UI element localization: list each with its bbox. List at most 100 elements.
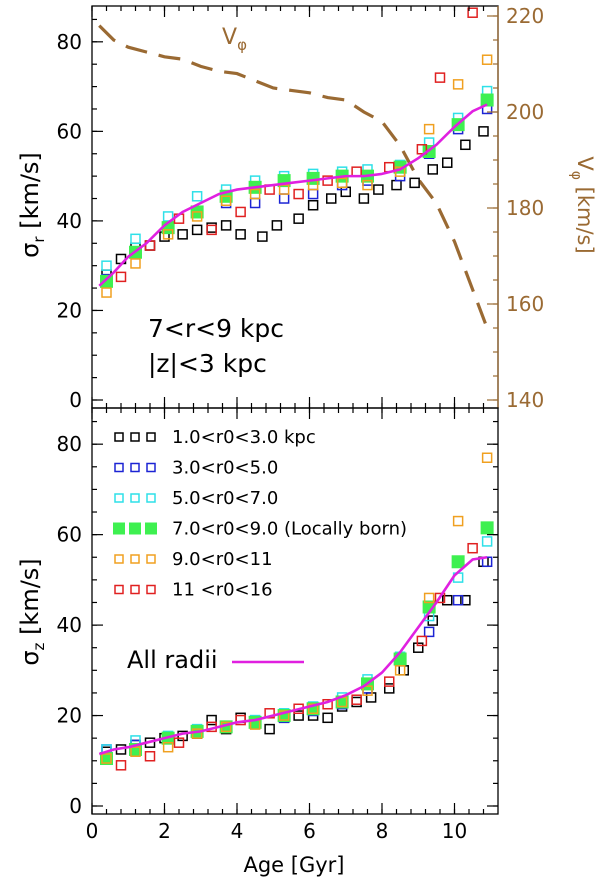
top-marker-1: [206, 222, 217, 233]
top-marker-1: [307, 199, 319, 211]
top-marker-5: [249, 188, 261, 200]
legend-marker-4: [129, 522, 141, 535]
bottom-panel: 0 2 4 6 8 10 0 20 40 60 80 1.0<r0<3.0 kpc 3.0<r0<5.…: [16, 407, 499, 877]
bottom-marker-5: [362, 685, 373, 696]
bottom-marker-1: [264, 723, 275, 735]
top-marker-1: [391, 179, 402, 191]
top-marker-4: [480, 93, 494, 107]
legend-marker-4: [145, 522, 157, 535]
legend-marker-4: [113, 522, 125, 535]
top-all-radii-curve: [98, 103, 488, 287]
top-marker-5: [481, 54, 493, 65]
bottom-y-tick-label: 60: [57, 523, 82, 547]
legend-label-3: 5.0<r0<7.0: [172, 488, 278, 509]
legend-marker-1: [130, 432, 140, 442]
x-tick-label: 6: [303, 819, 316, 843]
legend: 1.0<r0<3.0 kpc 3.0<r0<5.0 5.0<r0<7.0 7.0<r0…: [113, 427, 407, 601]
top-y-tick-label: 0: [69, 388, 82, 412]
top-marker-1: [460, 139, 471, 151]
top-y-tick-label: 60: [57, 119, 82, 143]
bottom-marker-5: [452, 515, 464, 527]
top-marker-1: [177, 229, 188, 240]
legend-marker-3: [146, 493, 156, 503]
top-marker-6: [434, 72, 446, 83]
bottom-y-tick-label: 80: [57, 432, 82, 456]
top-marker-5: [336, 177, 348, 189]
top-marker-2: [278, 193, 290, 204]
bottom-marker-6: [173, 737, 185, 748]
top-marker-5: [101, 287, 112, 298]
x-tick-label: 10: [442, 819, 467, 843]
top-marker-5: [362, 179, 373, 191]
bottom-marker-1: [398, 665, 409, 676]
bottom-y-axis-title: σz [km/s]: [16, 558, 48, 665]
top-marker-3: [162, 211, 174, 222]
bottom-marker-6: [434, 592, 446, 604]
top-marker-1: [220, 220, 232, 231]
all-radii-label: All radii: [127, 646, 218, 674]
top-marker-1: [358, 193, 370, 204]
bottom-all-radii-curve: [98, 555, 488, 756]
bottom-marker-1: [322, 712, 333, 724]
vphi-curve-label: Vφ: [222, 25, 247, 54]
annotation-height: |z|<3 kpc: [148, 349, 267, 378]
legend-marker-6: [130, 584, 140, 595]
bottom-marker-5: [423, 592, 435, 604]
bottom-marker-5: [130, 746, 141, 757]
bottom-marker-5: [101, 753, 112, 764]
bottom-axes: 0 2 4 6 8 10 0 20 40 60 80: [57, 408, 498, 843]
top-marker-3: [130, 233, 141, 245]
legend-label-5: 9.0<r0<11: [172, 549, 273, 570]
bottom-marker-5: [162, 741, 174, 753]
bottom-marker-4: [393, 652, 407, 666]
legend-label-2: 3.0<r0<5.0: [172, 458, 278, 479]
legend-marker-1: [146, 432, 156, 442]
bottom-marker-6: [351, 694, 362, 705]
bottom-y-tick-label: 40: [57, 613, 82, 637]
bottom-marker-1: [293, 710, 304, 721]
legend-marker-5: [114, 554, 124, 564]
top-marker-5: [423, 123, 435, 135]
legend-label-1: 1.0<r0<3.0 kpc: [172, 427, 316, 448]
top-plot-area: [98, 7, 494, 329]
legend-label-6: 11 <r0<16: [172, 580, 273, 601]
legend-marker-3: [114, 493, 124, 503]
legend-marker-6: [146, 584, 156, 595]
bottom-marker-4: [480, 521, 494, 535]
legend-marker-2: [146, 462, 156, 473]
top-marker-6: [416, 144, 428, 155]
right-y-tick-label: 220: [506, 4, 544, 28]
top-marker-2: [249, 197, 261, 209]
top-marker-6: [322, 175, 333, 186]
bottom-marker-1: [413, 642, 424, 653]
x-tick-label: 2: [158, 819, 171, 843]
top-marker-2: [307, 188, 319, 200]
bottom-y-tick-label: 20: [57, 704, 82, 728]
x-tick-label: 8: [376, 819, 389, 843]
top-marker-1: [340, 186, 351, 198]
bottom-marker-1: [442, 594, 453, 606]
top-marker-3: [101, 260, 112, 271]
bottom-marker-4: [451, 555, 465, 569]
top-marker-6: [206, 224, 217, 236]
top-marker-6: [467, 7, 478, 18]
top-marker-1: [478, 126, 489, 137]
legend-marker-2: [130, 462, 140, 473]
legend-marker-1: [114, 432, 124, 442]
top-y-tick-label: 40: [57, 209, 82, 233]
top-marker-1: [293, 213, 304, 224]
bottom-marker-1: [351, 696, 362, 708]
bottom-marker-6: [115, 760, 127, 771]
bottom-marker-1: [365, 692, 377, 703]
top-marker-5: [130, 258, 141, 269]
bottom-marker-6: [384, 676, 395, 687]
top-marker-1: [409, 177, 420, 189]
bottom-marker-5: [481, 452, 493, 463]
top-panel: 0 20 40 60 80 140 160 180 200 220 7<r<9 kpc |z|<3…: [16, 4, 597, 412]
top-marker-6: [115, 271, 127, 283]
top-y-axis-title: σr [km/s]: [16, 152, 48, 258]
x-tick-label: 4: [231, 819, 244, 843]
top-marker-5: [220, 195, 232, 207]
legend-label-4: 7.0<r0<9.0 (Locally born): [172, 519, 407, 540]
